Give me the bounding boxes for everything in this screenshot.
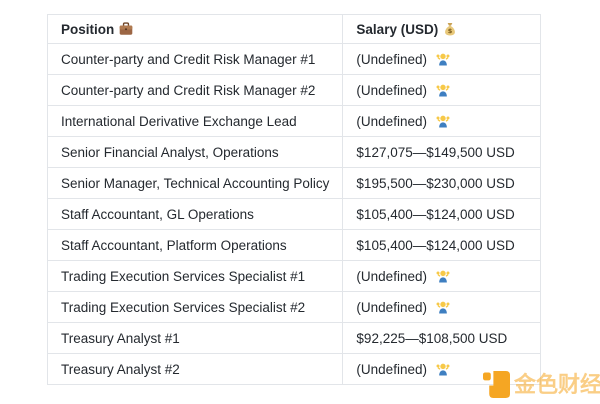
salary-cell-text: (Undefined) [356,113,427,129]
header-row: Position Salary (USD) $ [46,14,541,44]
watermark-text: 金色财经 [514,372,600,397]
shrug-icon [436,114,450,128]
salary-cell-text: $105,400—$124,000 USD [356,206,515,222]
position-cell: Counter-party and Credit Risk Manager #2 [46,74,344,106]
position-cell-text: Senior Manager, Technical Accounting Pol… [61,175,330,191]
table-row: Trading Execution Services Specialist #1… [46,260,541,292]
salary-cell: $127,075—$149,500 USD [342,136,541,168]
position-header-label: Position [61,21,115,37]
salary-cell: (Undefined) [342,105,541,137]
position-cell: Staff Accountant, Platform Operations [46,229,344,261]
salary-cell-text: (Undefined) [356,299,427,315]
position-header-cell: Position [46,14,344,44]
salary-cell-text: (Undefined) [356,268,427,284]
salary-cell: (Undefined) [342,74,541,106]
position-cell: Senior Manager, Technical Accounting Pol… [46,167,344,199]
position-cell: Treasury Analyst #2 [46,353,344,385]
table-row: Senior Financial Analyst, Operations $12… [46,136,541,168]
salary-cell-text: $105,400—$124,000 USD [356,237,515,253]
salary-cell-text: $127,075—$149,500 USD [356,144,515,160]
position-cell-text: Trading Execution Services Specialist #1 [61,268,306,284]
shrug-icon [436,83,450,97]
salary-cell: (Undefined) [342,291,541,323]
position-cell: Treasury Analyst #1 [46,322,344,354]
table-row: International Derivative Exchange Lead (… [46,105,541,137]
salary-cell: $195,500—$230,000 USD [342,167,541,199]
salary-header-cell: Salary (USD) $ [342,14,541,44]
position-cell: Trading Execution Services Specialist #1 [46,260,344,292]
position-cell-text: Senior Financial Analyst, Operations [61,144,279,160]
money-bag-icon: $ [443,22,457,36]
briefcase-icon [119,21,133,36]
salary-cell: $92,225—$108,500 USD [342,322,541,354]
shrug-icon [436,362,450,376]
salary-cell-text: (Undefined) [356,82,427,98]
salary-cell: (Undefined) [342,260,541,292]
table-body: Counter-party and Credit Risk Manager #1… [46,43,541,385]
position-cell: Staff Accountant, GL Operations [46,198,344,230]
salary-cell-text: (Undefined) [356,51,427,67]
jinse-finance-logo-icon [483,371,510,398]
table-header: Position Salary (USD) $ [46,14,541,44]
position-cell-text: Counter-party and Credit Risk Manager #2 [61,82,316,98]
position-cell-text: Treasury Analyst #1 [61,330,180,346]
table-row: Counter-party and Credit Risk Manager #1… [46,43,541,75]
svg-text:$: $ [448,27,453,35]
position-cell: Counter-party and Credit Risk Manager #1 [46,43,344,75]
position-cell-text: Trading Execution Services Specialist #2 [61,299,306,315]
salary-cell: $105,400—$124,000 USD [342,198,541,230]
salary-table: Position Salary (USD) $ Counter-party and… [46,14,541,385]
table-row: Senior Manager, Technical Accounting Pol… [46,167,541,199]
table-row: Counter-party and Credit Risk Manager #2… [46,74,541,106]
position-cell-text: Treasury Analyst #2 [61,361,180,377]
salary-header-label: Salary (USD) [356,21,439,37]
table-row: Treasury Analyst #2 (Undefined) [46,353,541,385]
table-row: Treasury Analyst #1 $92,225—$108,500 USD [46,322,541,354]
salary-cell-text: (Undefined) [356,361,427,377]
position-cell-text: Staff Accountant, Platform Operations [61,237,287,253]
table-row: Staff Accountant, GL Operations $105,400… [46,198,541,230]
salary-cell: (Undefined) [342,43,541,75]
position-cell-text: Counter-party and Credit Risk Manager #1 [61,51,316,67]
position-cell-text: Staff Accountant, GL Operations [61,206,254,222]
table-row: Staff Accountant, Platform Operations $1… [46,229,541,261]
shrug-icon [436,52,450,66]
shrug-icon [436,300,450,314]
salary-cell-text: $92,225—$108,500 USD [356,330,508,346]
position-cell: International Derivative Exchange Lead [46,105,344,137]
table-row: Trading Execution Services Specialist #2… [46,291,541,323]
watermark: 金色财经 [483,371,600,398]
salary-cell-text: $195,500—$230,000 USD [356,175,515,191]
shrug-icon [436,269,450,283]
position-cell-text: International Derivative Exchange Lead [61,113,297,129]
position-cell: Senior Financial Analyst, Operations [46,136,344,168]
position-cell: Trading Execution Services Specialist #2 [46,291,344,323]
salary-cell: $105,400—$124,000 USD [342,229,541,261]
